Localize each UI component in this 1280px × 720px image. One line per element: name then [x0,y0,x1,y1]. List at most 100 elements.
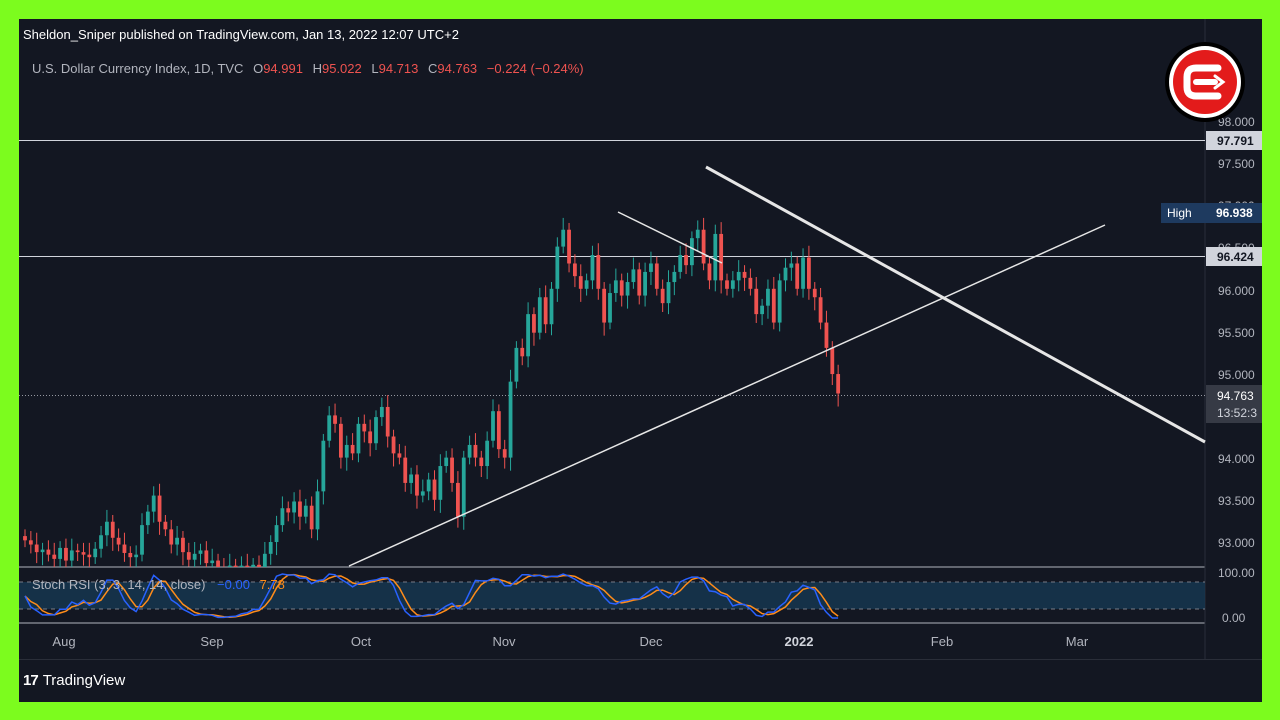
candle-body [543,297,548,325]
level-tag-97791[interactable] [1206,131,1262,150]
candle-body [145,511,150,526]
candle-body [760,305,764,315]
candle-body [777,280,782,323]
candle-body [222,567,226,573]
candle-body [339,423,343,458]
last-price-tag [1206,385,1262,423]
candle-body [286,508,291,513]
channel-logo-icon [1165,42,1245,122]
candle-body [169,529,174,545]
candle-body [725,280,729,289]
open-label: O [253,61,264,76]
candle-body [210,560,215,564]
candle-body [110,521,115,538]
candle-body [34,544,39,553]
candle-body [701,229,706,264]
candle-body [637,269,642,296]
candle-body [456,482,460,517]
stoch-rsi-legend[interactable]: Stoch RSI (3, 3, 14, 14, close) −0.00 7.… [32,577,285,592]
candle-body [333,415,337,424]
stoch-d-value: 7.78 [260,577,285,592]
candle-body [87,554,92,558]
candle-body [391,436,396,454]
candle-body [415,474,419,496]
candle-body [420,491,425,496]
candle-body [350,444,355,454]
candle-body [192,553,197,560]
bar-countdown: 13:52:3 [1217,406,1257,420]
candle-body [824,322,829,348]
candle-body [555,246,560,289]
level-tag-96424-value: 96.424 [1217,250,1254,264]
candle-body [672,271,677,283]
candle-body [736,271,741,281]
candle-body [105,521,109,536]
candle-body [426,479,431,492]
candle-body [75,550,80,553]
candle-body [321,440,326,492]
candle-body [315,491,320,530]
candle-body [64,547,68,561]
candle-body [479,457,484,467]
low-label: L [371,61,379,76]
candle-body [157,495,162,522]
candle-body [532,314,536,333]
high-value: 95.022 [321,61,362,76]
candle-body [181,537,185,553]
low-value: 94.713 [378,61,419,76]
candle-body [485,440,490,467]
candle-body [23,536,27,541]
candle-body [379,406,384,418]
candle-body [58,547,62,559]
candle-body [298,501,302,517]
candle-body [432,479,437,500]
candle-body [707,263,712,281]
level-tag-96424[interactable] [1206,247,1262,266]
candle-body [204,550,209,564]
candle-body [128,552,133,558]
candle-body [473,444,478,458]
candle-body [309,505,314,530]
candle-body [356,423,361,454]
tradingview-logo[interactable]: 17 TradingView [23,672,125,689]
candle-body [690,238,694,266]
price-tick: 95.500 [1218,326,1255,340]
candle-body [186,552,191,560]
candle-body [713,233,718,281]
candle-body [625,282,630,296]
candle-body [52,554,57,559]
stoch-rsi-band [19,582,1205,609]
candle-body [502,449,507,458]
candle-body [303,505,308,517]
candle-body [227,565,232,567]
candle-body [631,269,636,283]
candle-body [450,457,454,483]
candle-body [537,297,542,333]
candle-body [239,565,244,567]
symbol-legend[interactable]: U.S. Dollar Currency Index, 1D, TVC O94.… [32,61,584,76]
candle-body [619,280,624,296]
candle-body [362,423,367,432]
time-label: Oct [351,634,372,649]
candle-body [280,508,285,526]
time-label: Dec [639,634,663,649]
candle-body [766,288,770,306]
candle-body [654,263,659,289]
tradingview-brand-text: TradingView [42,672,126,689]
candle-body [491,411,495,441]
ascending-trendline[interactable] [348,224,1106,567]
time-label: Aug [52,634,75,649]
candle-body [251,564,256,567]
stoch-k-value: −0.00 [217,577,250,592]
candlestick-series [23,217,841,573]
descending-trendline[interactable] [705,165,1206,444]
candle-body [567,229,571,264]
candle-body [590,255,595,281]
price-tick: 93.000 [1218,536,1255,550]
short-descending-trendline[interactable] [617,211,723,264]
candle-body [520,347,525,357]
price-tick: 95.000 [1218,368,1255,382]
candle-body [397,453,402,458]
candle-body [754,288,759,315]
price-chart[interactable]: 98.000 97.500 97.000 96.500 96.000 95.50… [19,19,1262,659]
